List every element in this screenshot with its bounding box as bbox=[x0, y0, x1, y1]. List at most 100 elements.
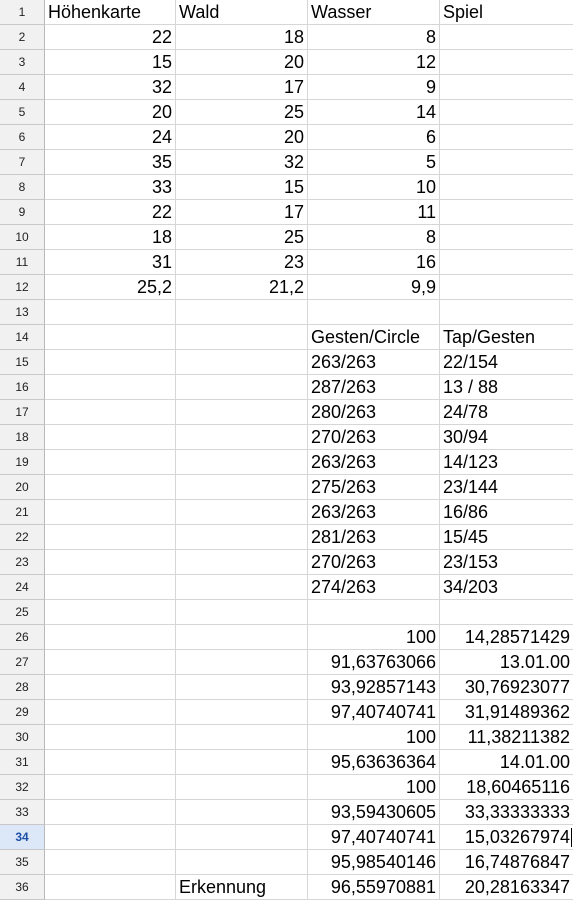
cell-a21[interactable] bbox=[45, 500, 176, 525]
row-header-9[interactable]: 9 bbox=[0, 200, 45, 225]
cell-c32[interactable]: 100 bbox=[308, 775, 440, 800]
cell-a30[interactable] bbox=[45, 725, 176, 750]
row-header-14[interactable]: 14 bbox=[0, 325, 45, 350]
cell-b23[interactable] bbox=[176, 550, 308, 575]
cell-c1[interactable]: Wasser bbox=[308, 0, 440, 25]
cell-d13[interactable] bbox=[440, 300, 573, 325]
cell-c8[interactable]: 10 bbox=[308, 175, 440, 200]
cell-d2[interactable] bbox=[440, 25, 573, 50]
cell-a31[interactable] bbox=[45, 750, 176, 775]
cell-d20[interactable]: 23/144 bbox=[440, 475, 573, 500]
cell-a32[interactable] bbox=[45, 775, 176, 800]
cell-b2[interactable]: 18 bbox=[176, 25, 308, 50]
row-header-28[interactable]: 28 bbox=[0, 675, 45, 700]
cell-b4[interactable]: 17 bbox=[176, 75, 308, 100]
cell-d11[interactable] bbox=[440, 250, 573, 275]
cell-b29[interactable] bbox=[176, 700, 308, 725]
row-header-23[interactable]: 23 bbox=[0, 550, 45, 575]
cell-c7[interactable]: 5 bbox=[308, 150, 440, 175]
cell-d10[interactable] bbox=[440, 225, 573, 250]
cell-c3[interactable]: 12 bbox=[308, 50, 440, 75]
cell-c36[interactable]: 96,55970881 bbox=[308, 875, 440, 900]
cell-c12[interactable]: 9,9 bbox=[308, 275, 440, 300]
cell-c2[interactable]: 8 bbox=[308, 25, 440, 50]
cell-d22[interactable]: 15/45 bbox=[440, 525, 573, 550]
cell-d34[interactable]: 15,03267974 bbox=[440, 825, 573, 850]
cell-c11[interactable]: 16 bbox=[308, 250, 440, 275]
cell-b28[interactable] bbox=[176, 675, 308, 700]
cell-b35[interactable] bbox=[176, 850, 308, 875]
row-header-6[interactable]: 6 bbox=[0, 125, 45, 150]
cell-a11[interactable]: 31 bbox=[45, 250, 176, 275]
cell-a8[interactable]: 33 bbox=[45, 175, 176, 200]
cell-b6[interactable]: 20 bbox=[176, 125, 308, 150]
cell-a36[interactable] bbox=[45, 875, 176, 900]
cell-d30[interactable]: 11,38211382 bbox=[440, 725, 573, 750]
row-header-8[interactable]: 8 bbox=[0, 175, 45, 200]
cell-c10[interactable]: 8 bbox=[308, 225, 440, 250]
row-header-31[interactable]: 31 bbox=[0, 750, 45, 775]
cell-d14[interactable]: Tap/Gesten bbox=[440, 325, 573, 350]
row-header-30[interactable]: 30 bbox=[0, 725, 45, 750]
cell-c28[interactable]: 93,92857143 bbox=[308, 675, 440, 700]
cell-c25[interactable] bbox=[308, 600, 440, 625]
cell-c5[interactable]: 14 bbox=[308, 100, 440, 125]
cell-c35[interactable]: 95,98540146 bbox=[308, 850, 440, 875]
cell-d15[interactable]: 22/154 bbox=[440, 350, 573, 375]
cell-c9[interactable]: 11 bbox=[308, 200, 440, 225]
row-header-21[interactable]: 21 bbox=[0, 500, 45, 525]
cell-c13[interactable] bbox=[308, 300, 440, 325]
cell-b30[interactable] bbox=[176, 725, 308, 750]
cell-d9[interactable] bbox=[440, 200, 573, 225]
cell-b7[interactable]: 32 bbox=[176, 150, 308, 175]
row-header-33[interactable]: 33 bbox=[0, 800, 45, 825]
cell-a9[interactable]: 22 bbox=[45, 200, 176, 225]
row-header-29[interactable]: 29 bbox=[0, 700, 45, 725]
cell-a34[interactable] bbox=[45, 825, 176, 850]
cell-d17[interactable]: 24/78 bbox=[440, 400, 573, 425]
row-header-32[interactable]: 32 bbox=[0, 775, 45, 800]
cell-b3[interactable]: 20 bbox=[176, 50, 308, 75]
cell-a2[interactable]: 22 bbox=[45, 25, 176, 50]
cell-b10[interactable]: 25 bbox=[176, 225, 308, 250]
cell-d1[interactable]: Spiel bbox=[440, 0, 573, 25]
row-header-17[interactable]: 17 bbox=[0, 400, 45, 425]
cell-c4[interactable]: 9 bbox=[308, 75, 440, 100]
cell-a19[interactable] bbox=[45, 450, 176, 475]
cell-a24[interactable] bbox=[45, 575, 176, 600]
cell-c26[interactable]: 100 bbox=[308, 625, 440, 650]
cell-c6[interactable]: 6 bbox=[308, 125, 440, 150]
cell-d19[interactable]: 14/123 bbox=[440, 450, 573, 475]
cell-a26[interactable] bbox=[45, 625, 176, 650]
cell-a5[interactable]: 20 bbox=[45, 100, 176, 125]
cell-b34[interactable] bbox=[176, 825, 308, 850]
cell-a25[interactable] bbox=[45, 600, 176, 625]
cell-d18[interactable]: 30/94 bbox=[440, 425, 573, 450]
cell-c20[interactable]: 275/263 bbox=[308, 475, 440, 500]
cell-d16[interactable]: 13 / 88 bbox=[440, 375, 573, 400]
cell-b17[interactable] bbox=[176, 400, 308, 425]
cell-a23[interactable] bbox=[45, 550, 176, 575]
cell-b5[interactable]: 25 bbox=[176, 100, 308, 125]
row-header-13[interactable]: 13 bbox=[0, 300, 45, 325]
cell-d24[interactable]: 34/203 bbox=[440, 575, 573, 600]
cell-c31[interactable]: 95,63636364 bbox=[308, 750, 440, 775]
cell-b11[interactable]: 23 bbox=[176, 250, 308, 275]
cell-a27[interactable] bbox=[45, 650, 176, 675]
row-header-18[interactable]: 18 bbox=[0, 425, 45, 450]
cell-d27[interactable]: 13.01.00 bbox=[440, 650, 573, 675]
cell-b21[interactable] bbox=[176, 500, 308, 525]
cell-c19[interactable]: 263/263 bbox=[308, 450, 440, 475]
cell-c16[interactable]: 287/263 bbox=[308, 375, 440, 400]
cell-b32[interactable] bbox=[176, 775, 308, 800]
row-header-7[interactable]: 7 bbox=[0, 150, 45, 175]
cell-c18[interactable]: 270/263 bbox=[308, 425, 440, 450]
row-header-22[interactable]: 22 bbox=[0, 525, 45, 550]
row-header-25[interactable]: 25 bbox=[0, 600, 45, 625]
cell-c15[interactable]: 263/263 bbox=[308, 350, 440, 375]
row-header-4[interactable]: 4 bbox=[0, 75, 45, 100]
cell-d35[interactable]: 16,74876847 bbox=[440, 850, 573, 875]
row-header-24[interactable]: 24 bbox=[0, 575, 45, 600]
cell-b33[interactable] bbox=[176, 800, 308, 825]
cell-b8[interactable]: 15 bbox=[176, 175, 308, 200]
